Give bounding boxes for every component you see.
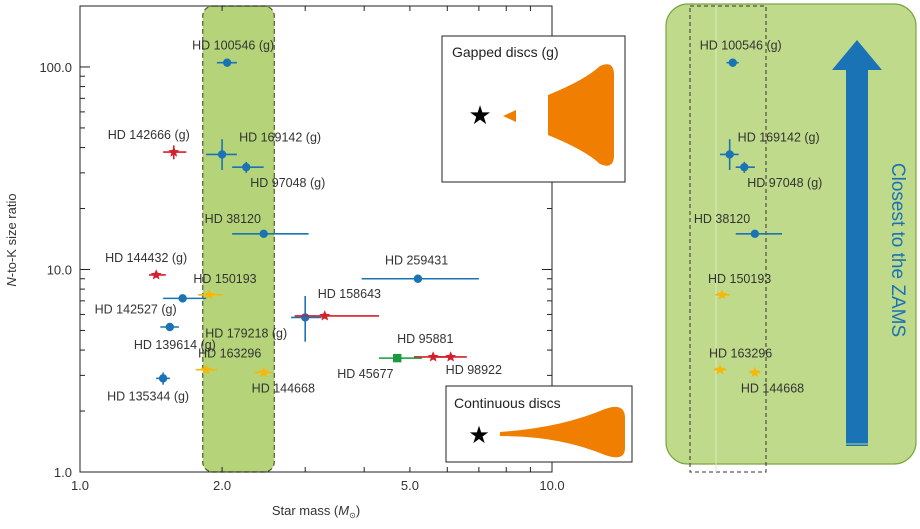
data-point xyxy=(150,269,162,280)
data-point xyxy=(319,310,331,321)
highlight-band xyxy=(202,5,275,473)
point-label: HD 139614 (g) xyxy=(134,338,216,352)
legend-continuous-label: Continuous discs xyxy=(454,395,561,411)
x-tick-label: 1.0 xyxy=(71,478,89,493)
data-layer xyxy=(148,58,479,385)
data-point xyxy=(750,229,760,239)
legend-continuous-discs: Continuous discs ★ xyxy=(445,385,633,463)
data-point xyxy=(445,351,457,362)
y-tick-label: 100.0 xyxy=(39,60,72,75)
point-label: HD 144668 xyxy=(252,381,315,395)
data-point xyxy=(165,322,175,332)
point-label: HD 150193 xyxy=(708,272,771,286)
highlight-band-layer xyxy=(202,5,275,473)
x-tick-label: 5.0 xyxy=(401,478,419,493)
y-tick-label: 1.0 xyxy=(54,465,72,480)
y-tick-label: 10.0 xyxy=(47,262,72,277)
data-point xyxy=(413,274,423,283)
point-label: HD 45677 xyxy=(337,367,393,381)
data-point xyxy=(204,289,215,300)
point-label: HD 38120 xyxy=(694,212,750,226)
y-axis-label: N-to-K size ratio xyxy=(4,193,19,286)
star-icon: ★ xyxy=(468,100,491,130)
point-label: HD 142666 (g) xyxy=(108,128,190,142)
data-point xyxy=(222,58,232,67)
x-tick-label: 10.0 xyxy=(539,478,564,493)
data-point xyxy=(158,374,168,383)
point-label: HD 97048 (g) xyxy=(747,176,822,190)
point-label: HD 100546 (g) xyxy=(700,39,782,53)
inner-disc-icon xyxy=(503,110,516,122)
plot-frame xyxy=(79,5,553,473)
x-tick-label: 2.0 xyxy=(213,478,231,493)
point-label: HD 144432 (g) xyxy=(105,251,187,265)
point-label: HD 163296 xyxy=(709,347,772,361)
x-axis-label: Star mass (M⊙) xyxy=(272,503,360,520)
arrow-shaft xyxy=(846,66,868,446)
point-label: HD 142527 (g) xyxy=(95,302,177,316)
point-label: HD 135344 (g) xyxy=(107,389,189,403)
data-point xyxy=(393,353,402,363)
label-layer: HD 100546 (g) HD 169142 (g) HD 97048 (g) HD… xyxy=(95,39,502,404)
outer-disc-icon xyxy=(548,64,614,166)
point-label: HD 95881 xyxy=(397,332,453,346)
point-label: HD 98922 xyxy=(446,363,502,377)
data-point xyxy=(301,313,310,322)
data-point xyxy=(725,150,734,159)
data-point xyxy=(242,162,251,172)
point-label: HD 163296 xyxy=(198,347,261,361)
point-label: HD 144668 xyxy=(741,381,804,395)
zoom-panel: HD 100546 (g) HD 169142 (g) HD 97048 (g) HD… xyxy=(665,3,917,473)
zoom-panel-label: Closest to the ZAMS xyxy=(887,163,908,337)
star-icon: ★ xyxy=(468,422,490,449)
data-point xyxy=(200,364,212,375)
data-point xyxy=(749,366,761,378)
point-label: HD 38120 xyxy=(205,212,261,226)
point-label: HD 100546 (g) xyxy=(192,39,274,53)
point-label: HD 97048 (g) xyxy=(250,176,325,190)
data-point xyxy=(740,162,749,172)
point-label: HD 150193 xyxy=(193,272,256,286)
ticks-layer: 1.0 2.0 5.0 10.0 1.0 10.0 100.0 xyxy=(39,5,565,493)
data-point xyxy=(258,366,270,378)
point-label: HD 158643 xyxy=(318,287,381,301)
zoom-data-layer: HD 100546 (g) HD 169142 (g) HD 97048 (g) HD… xyxy=(694,6,822,472)
legend-gapped-label: Gapped discs (g) xyxy=(452,44,559,60)
data-point xyxy=(217,150,227,159)
data-point xyxy=(728,58,737,67)
continuous-disc-icon xyxy=(500,406,625,458)
arrow-head xyxy=(832,40,882,70)
point-label: HD 169142 (g) xyxy=(239,130,321,144)
data-point xyxy=(178,294,187,303)
data-point xyxy=(259,229,268,239)
data-point xyxy=(714,364,726,375)
point-label: HD 169142 (g) xyxy=(738,130,820,144)
legend-gapped-discs: Gapped discs (g) ★ xyxy=(441,35,626,183)
data-point xyxy=(716,289,728,300)
point-label: HD 259431 xyxy=(385,254,448,268)
point-label: HD 179218 (g) xyxy=(205,326,287,340)
data-point xyxy=(168,146,180,157)
